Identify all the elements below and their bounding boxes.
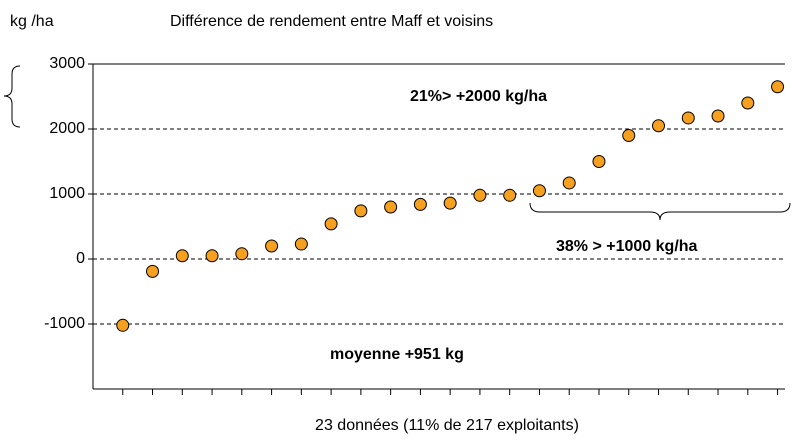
point: [503, 188, 517, 202]
point: [324, 217, 338, 231]
annotation: 21%> +2000 kg/ha: [410, 88, 547, 105]
point: [265, 239, 279, 253]
point: [413, 197, 427, 211]
annotation: moyenne +951 kg: [330, 346, 464, 363]
point: [681, 111, 695, 125]
point: [592, 155, 606, 168]
point: [235, 247, 249, 261]
point: [622, 129, 636, 142]
x-axis-label: 23 données (11% de 217 exploitants): [315, 417, 579, 434]
y-axis-label: kg /ha: [10, 13, 54, 30]
point: [711, 109, 725, 123]
point: [741, 96, 755, 110]
point: [354, 204, 368, 218]
brace-1000: [529, 202, 791, 221]
point: [116, 318, 130, 332]
y-tick-label: 3000: [49, 55, 85, 72]
point: [294, 237, 308, 251]
point: [532, 184, 546, 198]
point: [146, 264, 160, 278]
point: [205, 249, 219, 263]
point: [771, 80, 785, 94]
y-tick-label: 1000: [49, 185, 85, 202]
point: [175, 249, 189, 263]
point: [562, 176, 576, 190]
y-tick-label: -1000: [44, 315, 85, 332]
point: [473, 188, 487, 202]
point: [652, 119, 666, 133]
y-tick-label: 0: [76, 250, 85, 267]
y-tick-label: 2000: [49, 120, 85, 137]
chart-title: Différence de rendement entre Maff et vo…: [170, 13, 493, 30]
point: [384, 200, 398, 214]
annotation: 38% > +1000 kg/ha: [556, 238, 698, 255]
brace-2000: [3, 65, 21, 128]
point: [443, 196, 457, 210]
